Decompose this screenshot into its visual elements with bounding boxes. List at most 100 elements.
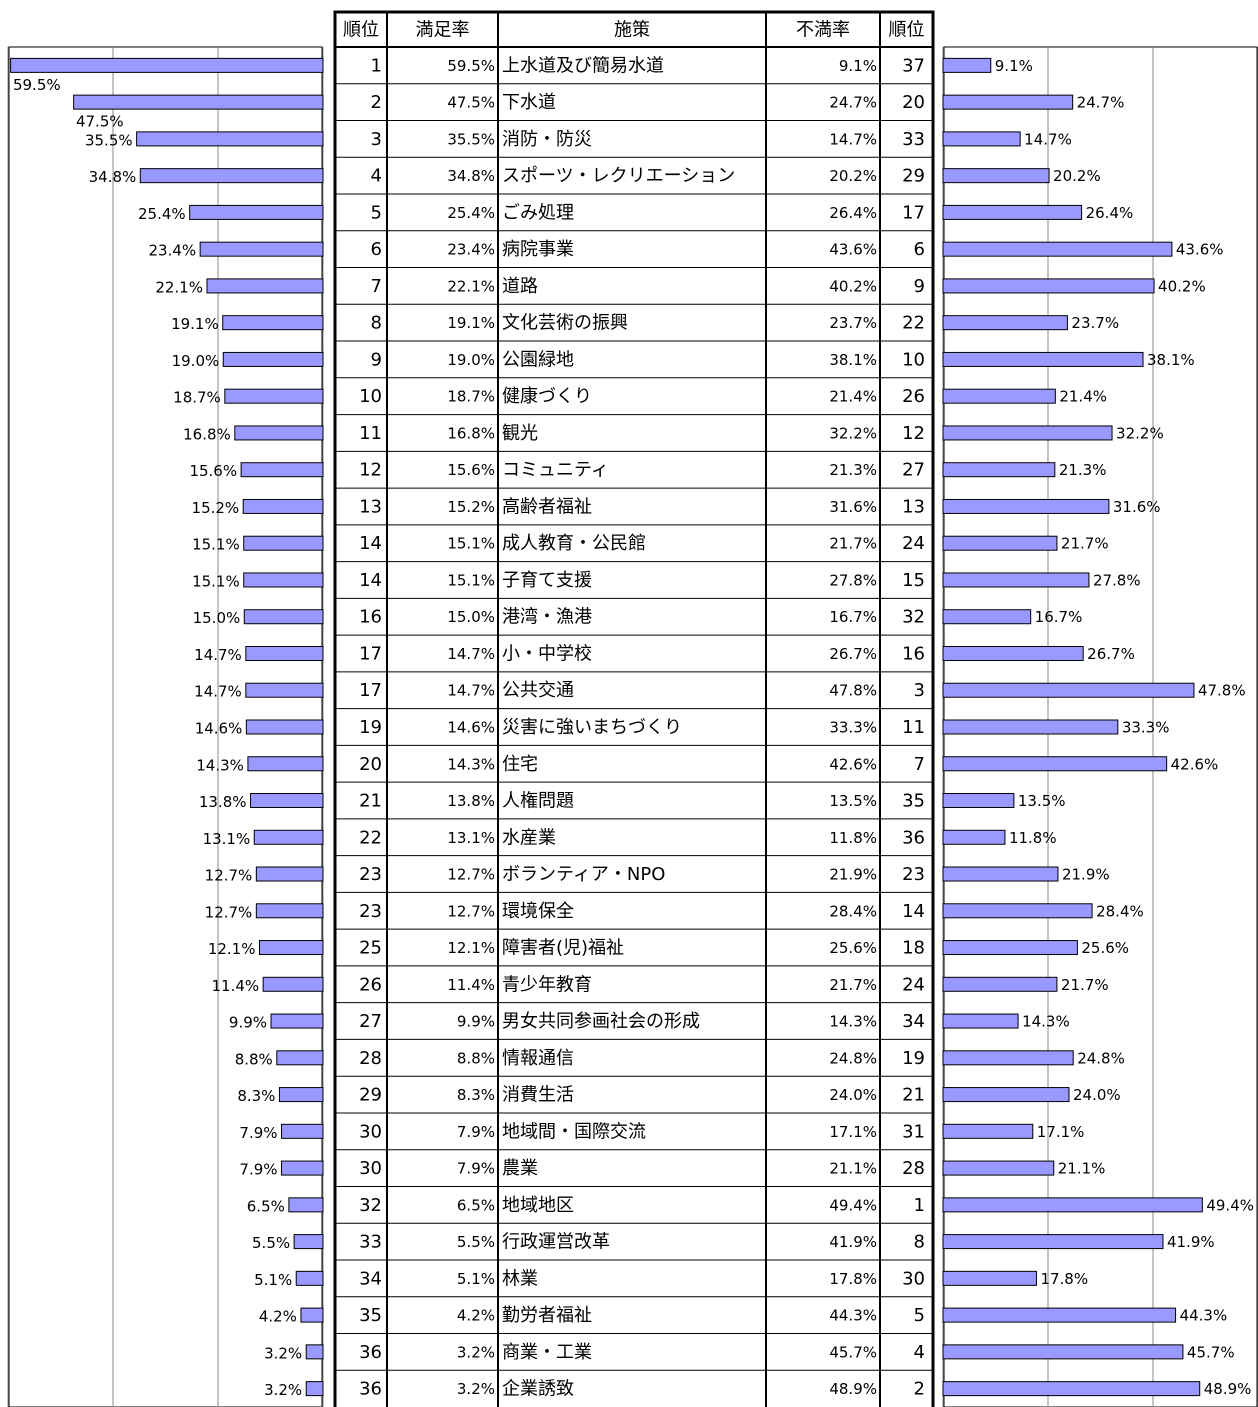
table-cell: 勤労者福祉 xyxy=(502,1305,592,1326)
table-cell: 17 xyxy=(359,680,382,701)
data-label: 15.2% xyxy=(192,499,240,517)
data-label: 4.2% xyxy=(259,1308,297,1326)
bar xyxy=(942,645,1084,661)
data-label: 21.7% xyxy=(1061,535,1109,553)
bar xyxy=(305,1381,324,1397)
table-cell: 21.4% xyxy=(829,388,877,406)
data-label: 18.7% xyxy=(173,389,221,407)
table-cell: 14.6% xyxy=(447,719,495,737)
table-cell: 文化芸術の振興 xyxy=(502,313,628,334)
table-cell: 高齢者福祉 xyxy=(502,496,592,517)
table-cell: 商業・工業 xyxy=(502,1342,592,1363)
table-cell: 3.2% xyxy=(457,1380,495,1398)
data-label: 31.6% xyxy=(1113,498,1161,516)
table-cell: 25.6% xyxy=(829,939,877,957)
bar xyxy=(234,425,324,441)
table-cell: 11 xyxy=(359,423,382,444)
data-label: 3.2% xyxy=(264,1381,302,1399)
table-cell: 7.9% xyxy=(457,1123,495,1141)
bar xyxy=(288,1197,324,1213)
table-cell: 地域地区 xyxy=(502,1195,574,1216)
data-label: 14.7% xyxy=(194,683,242,701)
table-cell: 22.1% xyxy=(447,277,495,295)
bar xyxy=(942,1160,1055,1176)
bar xyxy=(240,462,324,478)
table-cell: 49.4% xyxy=(829,1196,877,1214)
data-label: 41.9% xyxy=(1167,1233,1215,1251)
data-label: 21.9% xyxy=(1062,866,1110,884)
bar xyxy=(222,315,324,331)
table-cell: 9.1% xyxy=(839,57,877,75)
table-cell: 1 xyxy=(914,1195,925,1216)
table-cell: 45.7% xyxy=(829,1343,877,1361)
table-cell: 27.8% xyxy=(829,571,877,589)
bar xyxy=(243,535,324,551)
bar xyxy=(276,1050,324,1066)
table-cell: 29 xyxy=(902,166,925,187)
bar xyxy=(295,1270,324,1286)
table-cell: 公共交通 xyxy=(502,680,574,701)
table-cell: 3.2% xyxy=(457,1343,495,1361)
data-label: 24.8% xyxy=(1077,1049,1125,1067)
table-cell: 下水道 xyxy=(502,92,556,113)
data-label: 14.3% xyxy=(196,756,244,774)
table-cell: 22 xyxy=(359,827,382,848)
table-cell: 12.1% xyxy=(447,939,495,957)
data-label: 27.8% xyxy=(1093,571,1141,589)
data-label: 48.9% xyxy=(1204,1380,1252,1398)
data-label: 12.7% xyxy=(205,903,253,921)
bar xyxy=(942,682,1195,698)
table-cell: 4 xyxy=(371,166,382,187)
bar xyxy=(942,1050,1074,1066)
table-cell: 11.4% xyxy=(447,976,495,994)
table-cell: 人権問題 xyxy=(502,791,574,812)
table-cell: 24.0% xyxy=(829,1086,877,1104)
table-cell: 1 xyxy=(371,55,382,76)
table-cell: 30 xyxy=(359,1158,382,1179)
data-label: 14.7% xyxy=(1024,130,1072,148)
table-cell: 8.3% xyxy=(457,1086,495,1104)
bar xyxy=(942,462,1056,478)
bar xyxy=(942,1344,1184,1360)
bar xyxy=(242,498,324,514)
table-cell: 21.7% xyxy=(829,535,877,553)
table-cell: 28.4% xyxy=(829,902,877,920)
bar xyxy=(942,903,1093,919)
data-label: 15.0% xyxy=(193,609,241,627)
bar xyxy=(253,829,324,845)
table-cell: 15.2% xyxy=(447,498,495,516)
table-cell: 住宅 xyxy=(502,754,538,775)
table-cell: 情報通信 xyxy=(502,1048,574,1069)
table-cell: 2 xyxy=(371,92,382,113)
table-cell: 13.1% xyxy=(447,829,495,847)
table-cell: 3 xyxy=(914,680,925,701)
bar xyxy=(942,756,1168,772)
data-label: 38.1% xyxy=(1147,351,1195,369)
table-cell: 環境保全 xyxy=(502,901,574,922)
table-cell: 11 xyxy=(902,717,925,738)
bar xyxy=(942,1123,1034,1139)
table-cell: ごみ処理 xyxy=(502,202,574,223)
bar xyxy=(942,1270,1037,1286)
table-cell: 21 xyxy=(359,791,382,812)
table-cell: 43.6% xyxy=(829,241,877,259)
data-label: 24.0% xyxy=(1073,1086,1121,1104)
table-cell: 上水道及び簡易水道 xyxy=(502,55,664,76)
table-cell: 38.1% xyxy=(829,351,877,369)
table-cell: 24.8% xyxy=(829,1049,877,1067)
table-cell: 48.9% xyxy=(829,1380,877,1398)
bar xyxy=(245,719,324,735)
table-cell: 21.1% xyxy=(829,1160,877,1178)
table-cell: 20.2% xyxy=(829,167,877,185)
table-cell: 8.8% xyxy=(457,1049,495,1067)
table-cell: 31.6% xyxy=(829,498,877,516)
data-label: 43.6% xyxy=(1176,241,1224,259)
bar xyxy=(942,940,1078,956)
table-cell: 22 xyxy=(902,313,925,334)
table-cell: 34 xyxy=(902,1011,925,1032)
data-label: 14.7% xyxy=(194,646,242,664)
data-label: 15.1% xyxy=(192,572,240,590)
bar xyxy=(136,131,324,147)
table-cell: 病院事業 xyxy=(502,239,574,260)
table-cell: 15.6% xyxy=(447,461,495,479)
